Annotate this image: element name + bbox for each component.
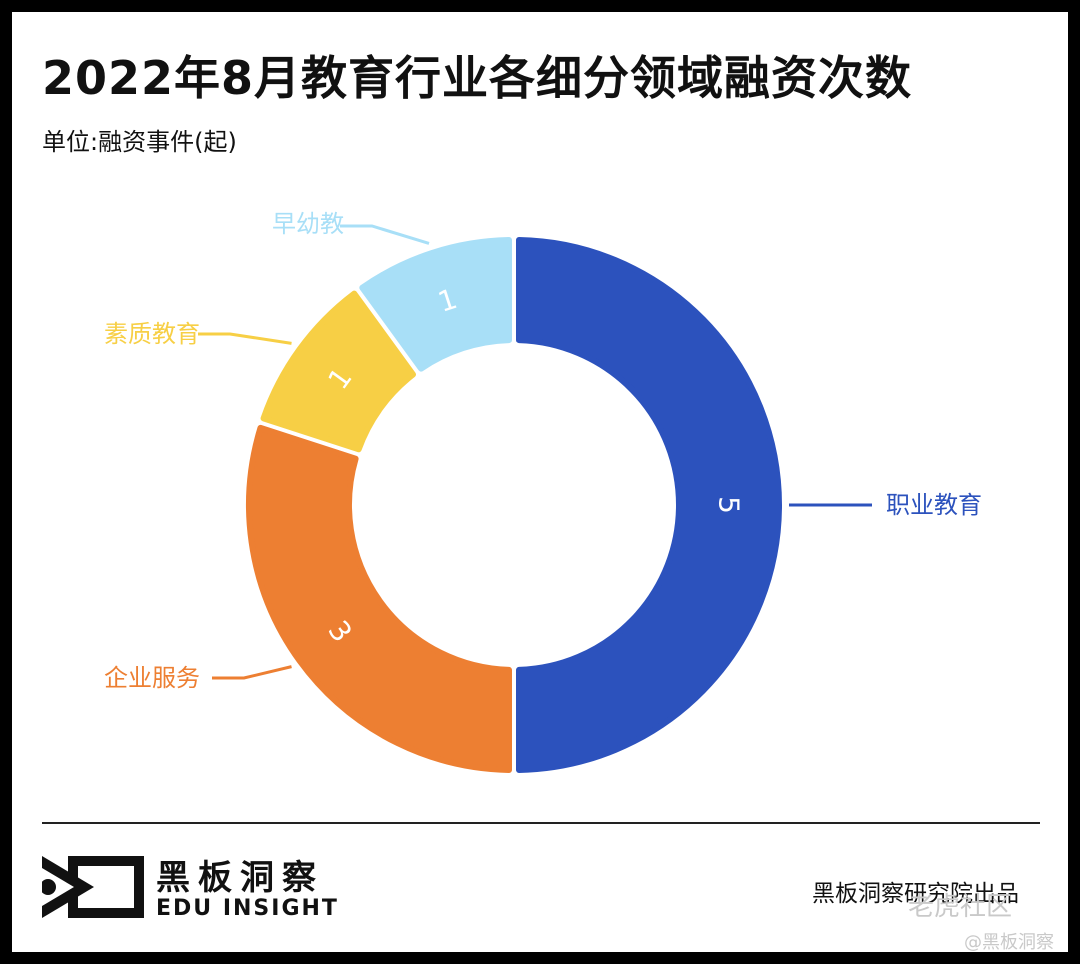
category-label-slice-2: 素质教育 [104,320,200,348]
donut-slice-3 [359,237,513,372]
data-label-slice-0: 5 [713,496,746,514]
donut-slice-2 [260,290,417,453]
chart-card: 2022年8月教育行业各细分领域融资次数 单位:融资事件(起) 5 职业教育 3 企业… [12,12,1068,953]
chart-unit-label: 单位:融资事件(起) [42,128,237,156]
donut-slice-1 [246,424,513,773]
watermark-main: 老虎社区 [908,892,1013,922]
edu-insight-logo-icon [42,856,144,918]
chart-title: 2022年8月教育行业各细分领域融资次数 [42,51,913,105]
watermark-sub: @黑板洞察 [964,932,1054,953]
footer-divider [42,822,1040,824]
brand-name-en: EDU INSIGHT [156,896,339,921]
category-label-slice-0: 职业教育 [886,491,982,519]
credit-text: 黑板洞察研究院出品 [812,881,1019,907]
donut-slice-0 [515,237,782,773]
brand-name-cn: 黑板洞察 [156,858,324,898]
leader-line-slice-1 [212,665,292,680]
leader-line-slice-3 [340,224,430,245]
category-label-slice-3: 早幼教 [272,210,344,238]
category-label-slice-1: 企业服务 [104,664,200,692]
leader-line-slice-2 [198,332,292,345]
